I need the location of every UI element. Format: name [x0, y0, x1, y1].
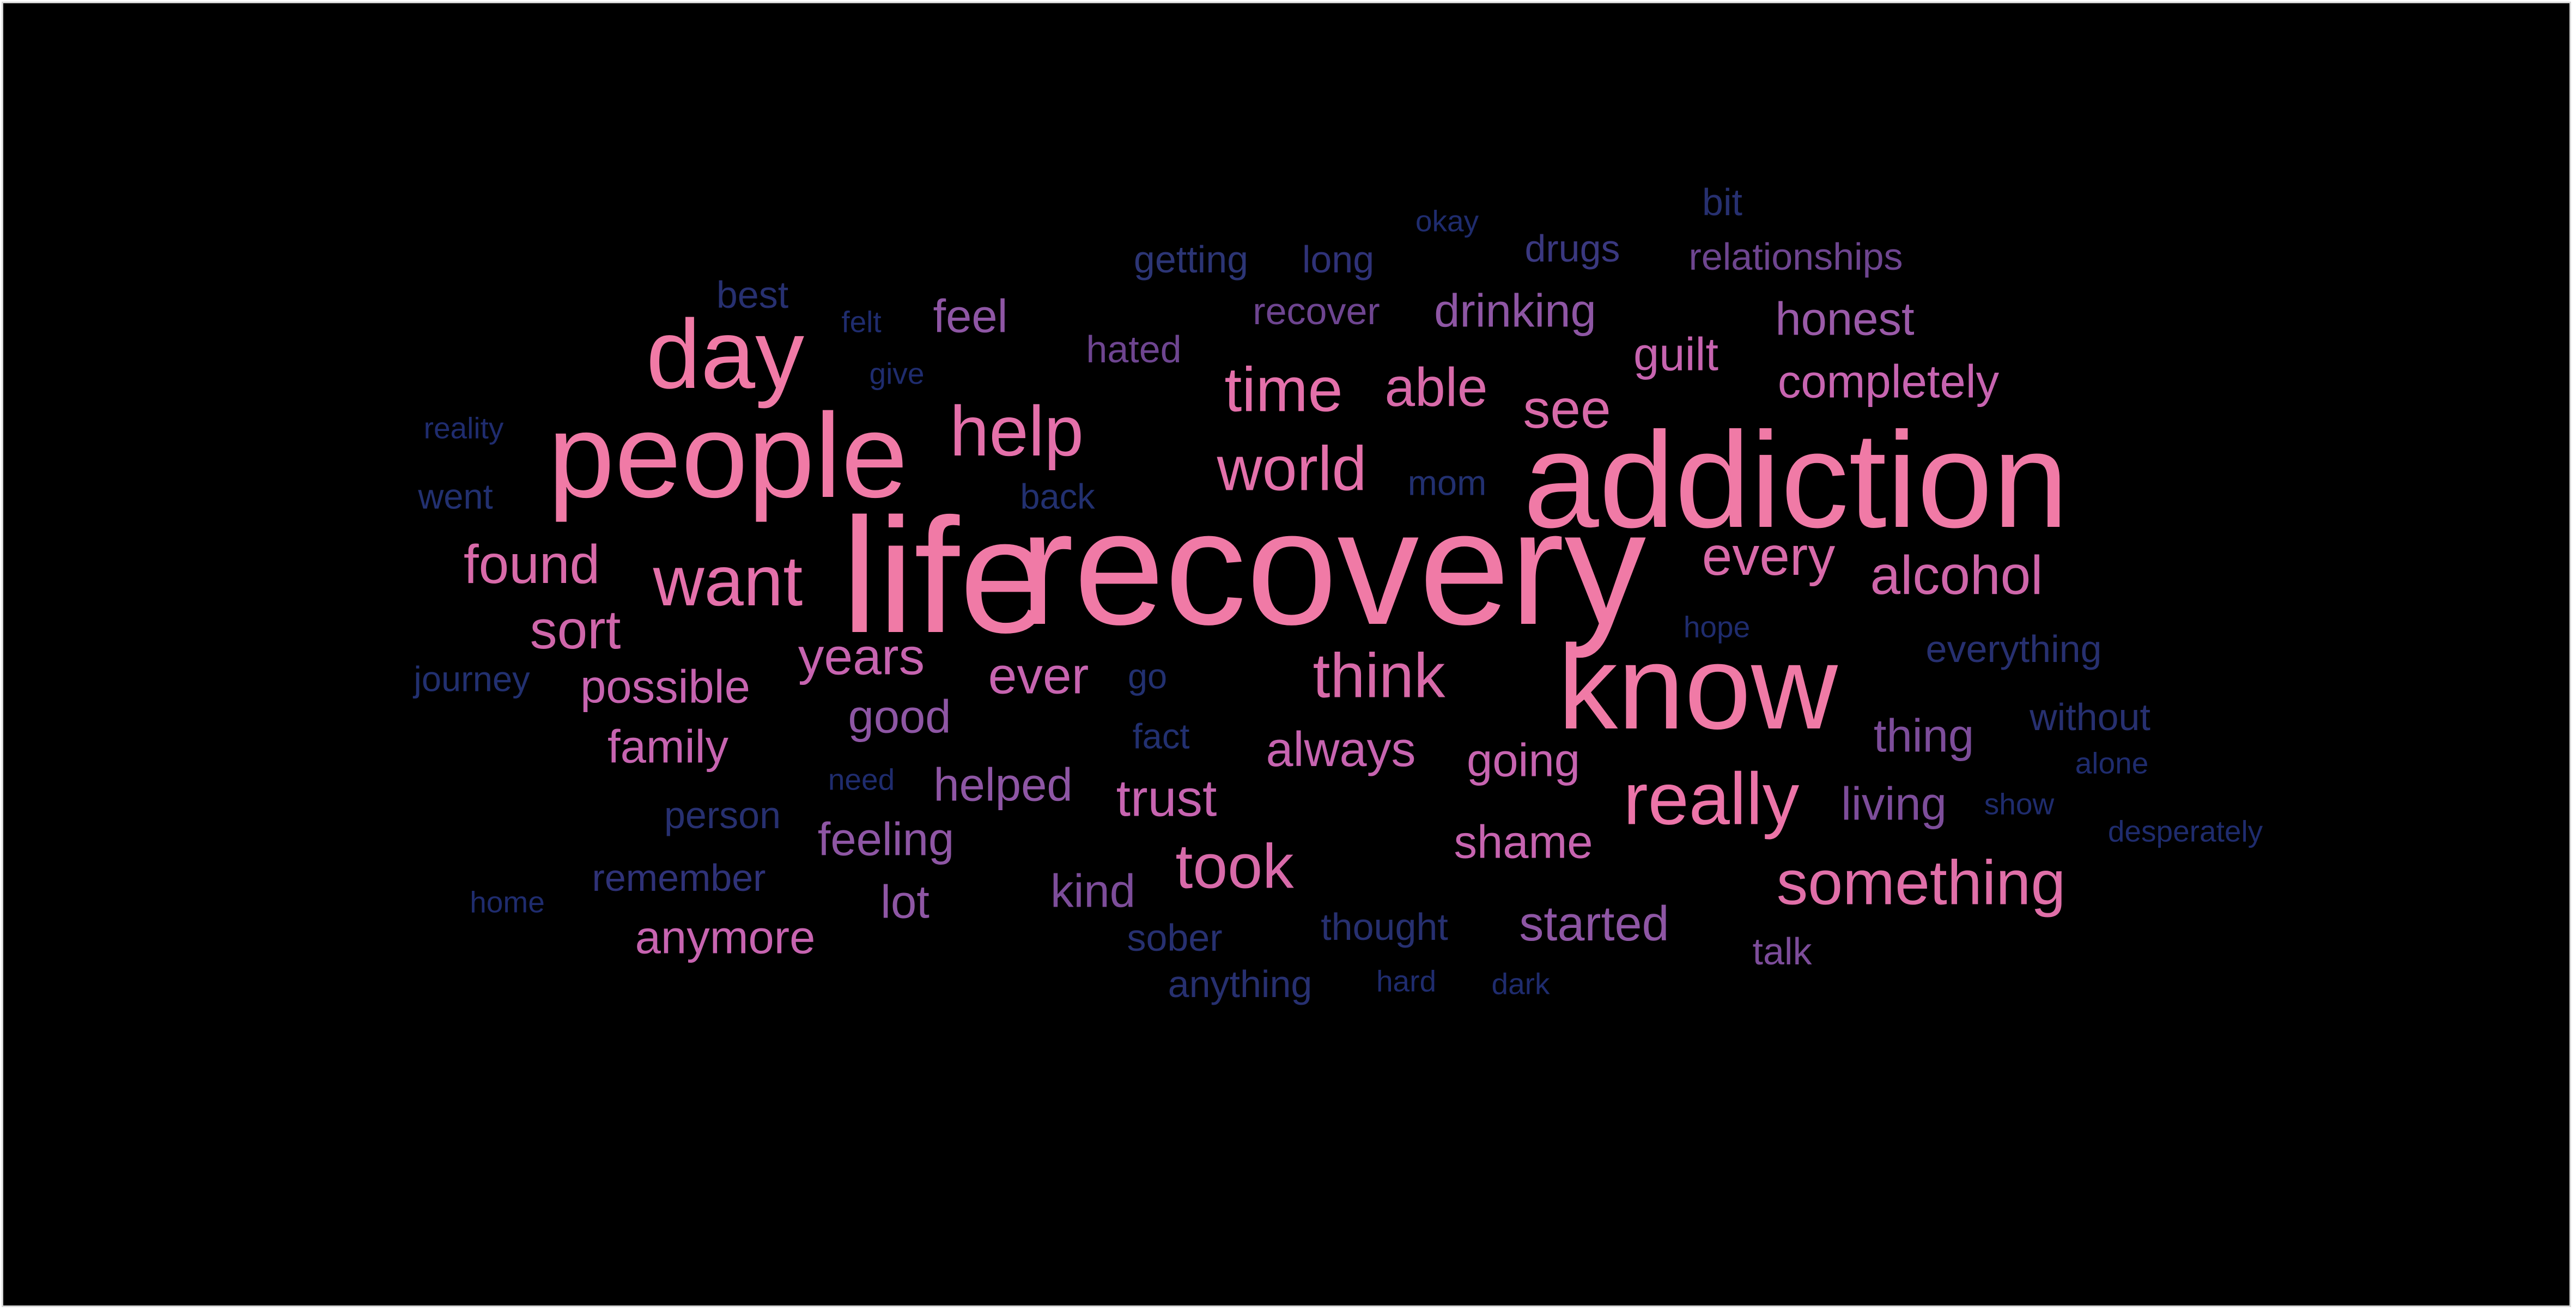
word-reality: reality	[423, 411, 504, 445]
word-going: going	[1467, 734, 1580, 787]
word-getting: getting	[1133, 238, 1249, 281]
word-completely: completely	[1777, 356, 2000, 408]
word-people: people	[548, 388, 908, 523]
word-time: time	[1224, 355, 1343, 425]
word-hated: hated	[1086, 328, 1182, 370]
word-thought: thought	[1321, 906, 1448, 948]
word-alcohol: alcohol	[1870, 545, 2043, 606]
word-years: years	[798, 628, 925, 686]
word-something: something	[1776, 848, 2066, 918]
word-drugs: drugs	[1524, 227, 1620, 270]
word-felt: felt	[841, 305, 882, 339]
word-show: show	[1984, 787, 2055, 821]
word-family: family	[607, 721, 728, 773]
word-shame: shame	[1454, 816, 1593, 868]
word-back: back	[1020, 476, 1095, 517]
word-always: always	[1266, 722, 1416, 777]
word-long: long	[1302, 238, 1375, 281]
word-hope: hope	[1683, 610, 1751, 644]
word-living: living	[1841, 778, 1947, 830]
word-able: able	[1384, 357, 1488, 418]
word-lot: lot	[880, 876, 929, 928]
word-sort: sort	[530, 599, 621, 660]
word-kind: kind	[1050, 865, 1135, 918]
word-alone: alone	[2075, 746, 2149, 780]
word-guilt: guilt	[1633, 329, 1718, 381]
word-every: every	[1702, 526, 1836, 587]
word-feel: feel	[933, 290, 1008, 343]
word-trust: trust	[1116, 769, 1217, 828]
word-everything: everything	[1925, 628, 2102, 670]
word-home: home	[470, 885, 545, 919]
word-know: know	[1558, 620, 1838, 754]
word-think: think	[1313, 641, 1445, 711]
word-hard: hard	[1376, 964, 1437, 998]
word-help: help	[950, 391, 1084, 471]
word-honest: honest	[1775, 293, 1915, 345]
word-sober: sober	[1127, 916, 1223, 959]
word-possible: possible	[580, 661, 750, 713]
word-day: day	[646, 300, 805, 409]
word-addiction: addiction	[1523, 404, 2069, 556]
word-best: best	[716, 274, 789, 316]
word-see: see	[1523, 379, 1611, 440]
word-mom: mom	[1407, 463, 1487, 503]
word-remember: remember	[592, 857, 766, 899]
word-life: life	[841, 484, 1050, 667]
word-dark: dark	[1491, 967, 1550, 1001]
word-anything: anything	[1168, 963, 1313, 1005]
word-thing: thing	[1873, 710, 1974, 762]
word-world: world	[1217, 434, 1367, 504]
word-helped: helped	[933, 759, 1073, 811]
word-need: need	[828, 762, 895, 797]
word-anymore: anymore	[635, 912, 816, 964]
word-fact: fact	[1132, 716, 1190, 756]
word-recovery: recovery	[1019, 476, 1647, 659]
word-bit: bit	[1702, 181, 1742, 223]
word-good: good	[848, 691, 951, 743]
word-feeling: feeling	[817, 813, 955, 866]
word-without: without	[2030, 696, 2150, 738]
word-took: took	[1175, 831, 1294, 902]
word-give: give	[869, 356, 925, 391]
word-relationships: relationships	[1688, 235, 1903, 278]
word-started: started	[1519, 897, 1669, 951]
word-okay: okay	[1415, 204, 1479, 238]
word-went: went	[418, 476, 493, 517]
word-desperately: desperately	[2107, 814, 2263, 848]
word-journey: journey	[414, 659, 530, 699]
word-drinking: drinking	[1434, 285, 1596, 337]
word-really: really	[1623, 757, 1800, 840]
word-cloud: life recovery addiction know people day help wa…	[3, 3, 2569, 1305]
word-found: found	[463, 534, 600, 595]
word-recover: recover	[1253, 290, 1380, 332]
word-ever: ever	[988, 647, 1089, 705]
word-want: want	[653, 541, 803, 621]
word-talk: talk	[1752, 930, 1812, 973]
word-go: go	[1127, 656, 1168, 696]
word-person: person	[664, 794, 781, 836]
